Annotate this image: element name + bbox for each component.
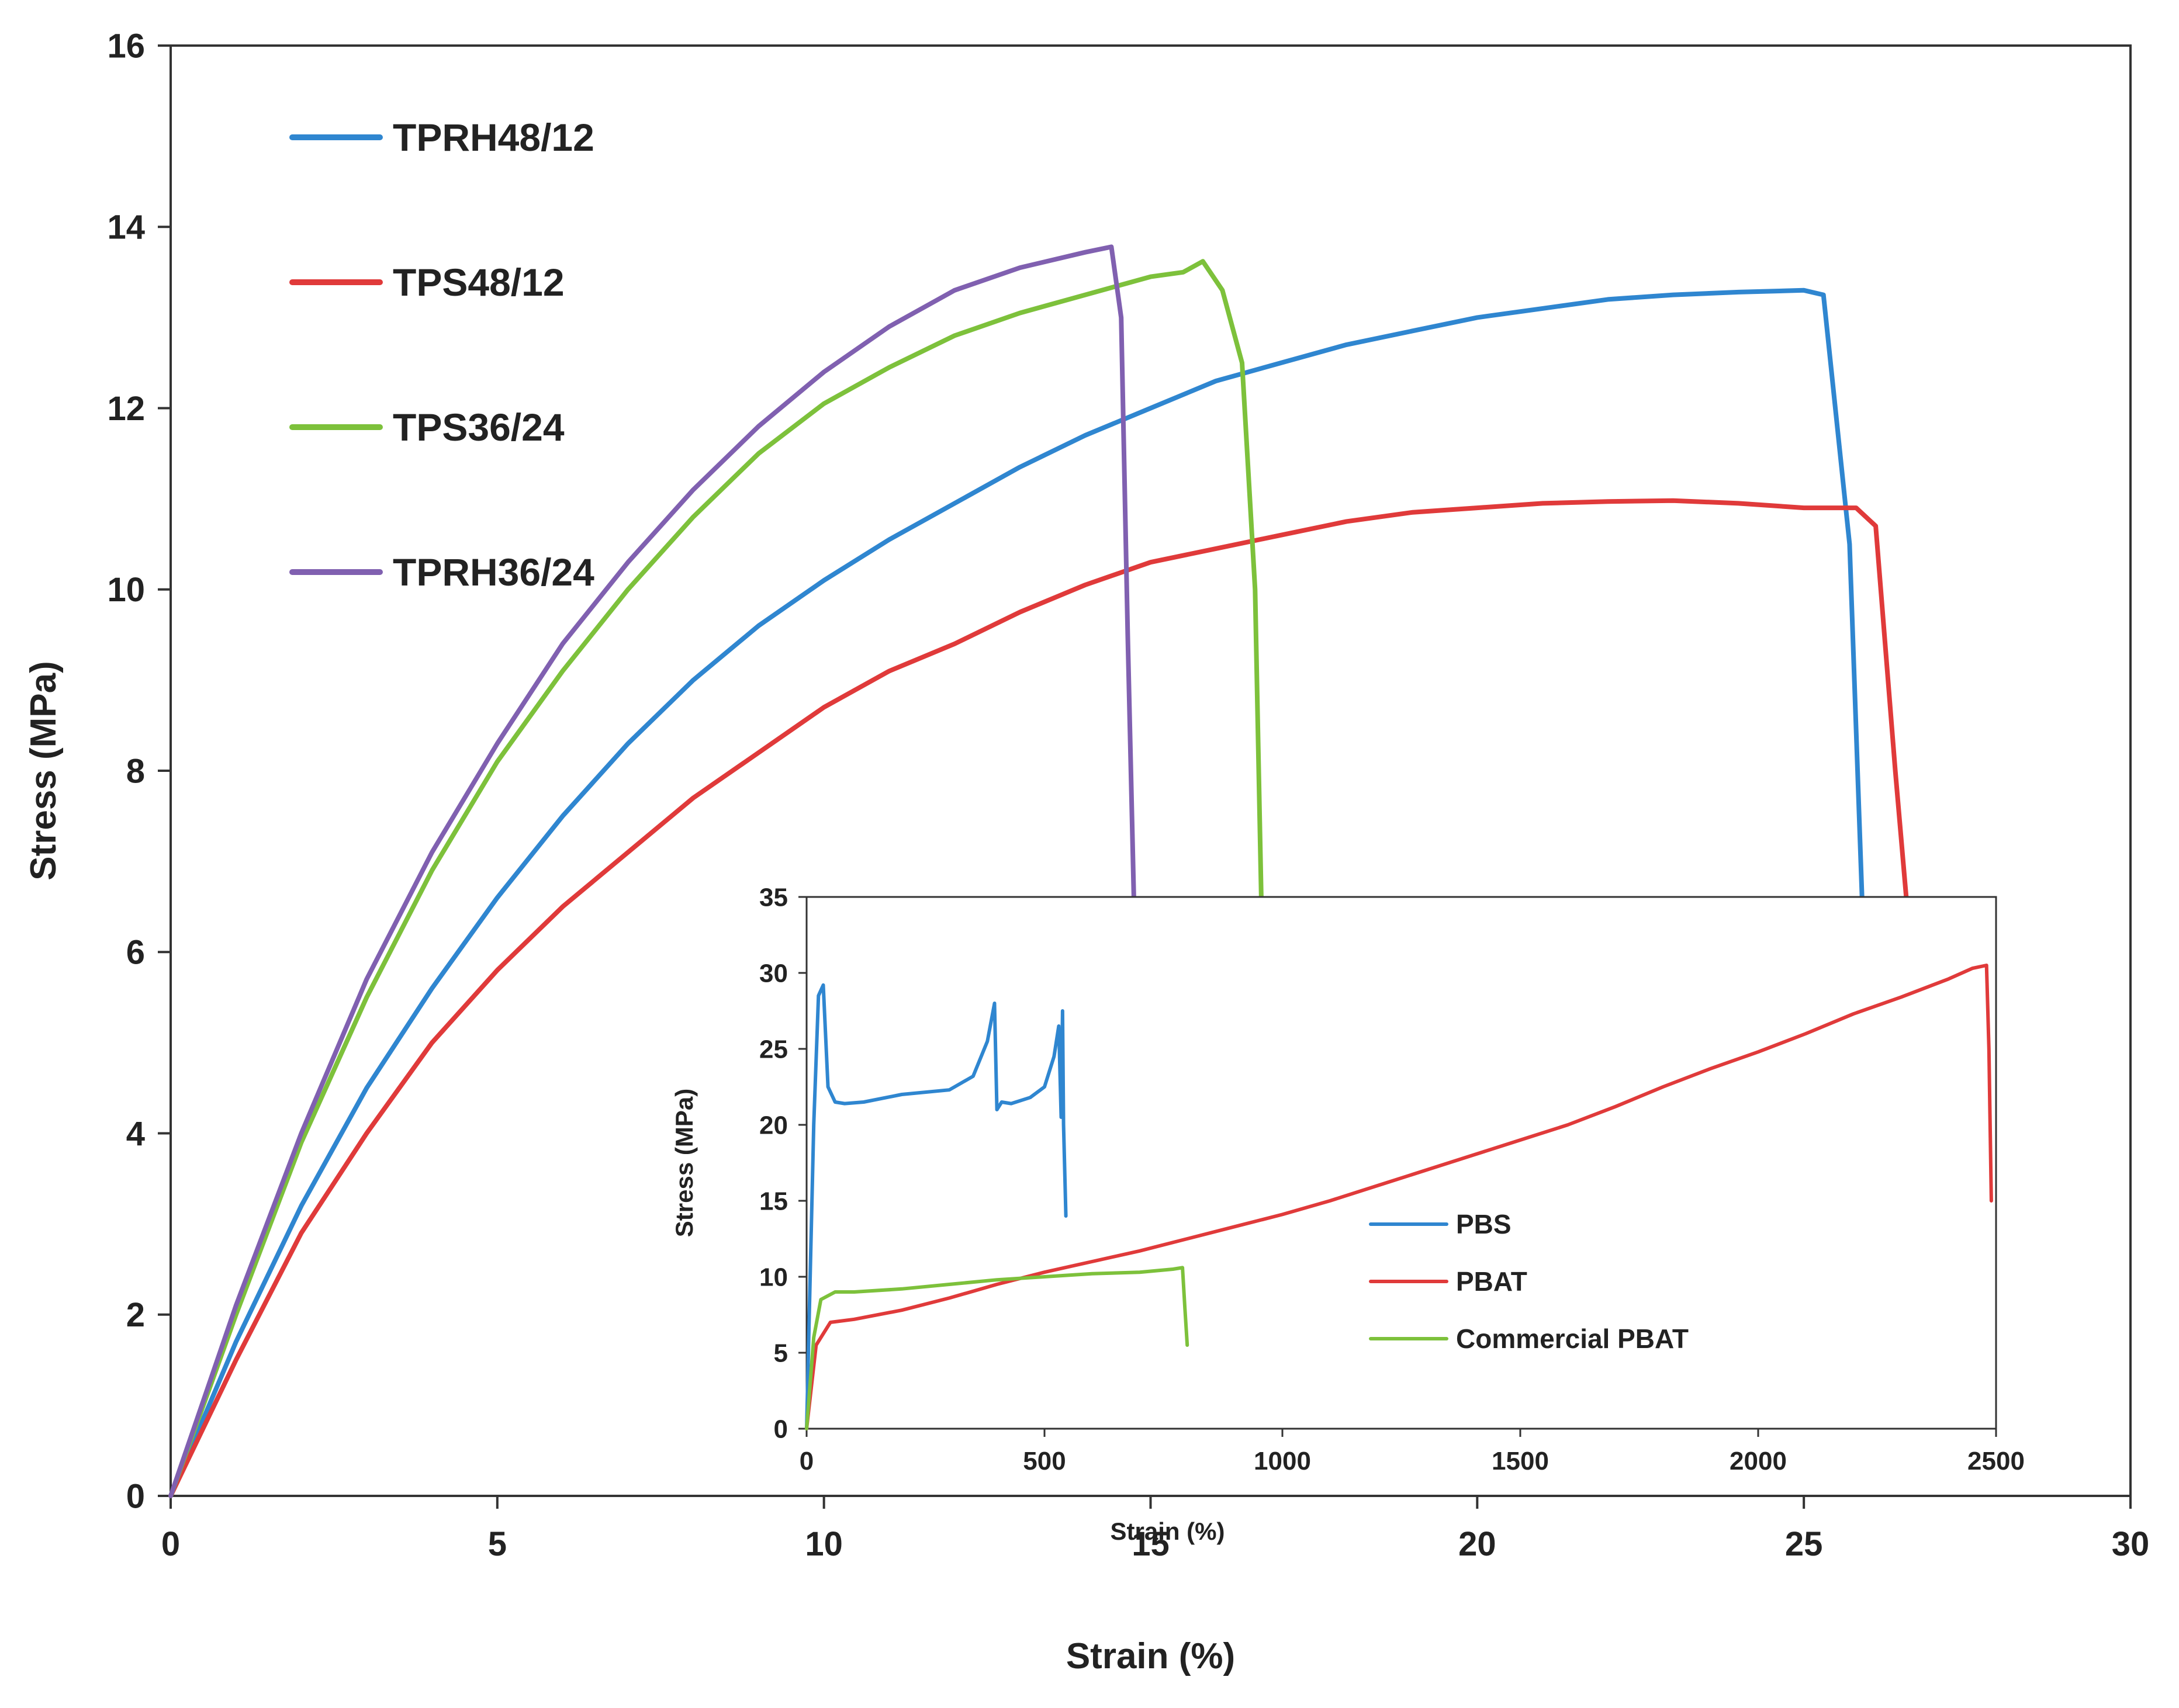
- main-x-tick-label: 0: [161, 1525, 180, 1563]
- main-x-tick-label: 30: [2112, 1525, 2150, 1563]
- inset-series-line-pbs: [805, 983, 1068, 1430]
- inset-y-tick-label: 5: [774, 1339, 788, 1367]
- inset-series-line-pbat: [805, 964, 1993, 1430]
- inset-y-tick-label: 35: [759, 883, 788, 912]
- inset-x-tick-label: 2000: [1730, 1447, 1787, 1475]
- inset-series-line-commercial-pbat: [805, 1266, 1189, 1430]
- main-series-line-tps48-12: [168, 498, 1918, 1498]
- inset-x-tick-label: 2500: [1967, 1447, 2025, 1475]
- main-x-axis-title: Strain (%): [1066, 1636, 1235, 1676]
- main-series-line-tprh48-12: [168, 287, 1865, 1498]
- inset-legend-label: PBAT: [1456, 1266, 1527, 1297]
- inset-y-tick-label: 30: [759, 959, 788, 988]
- main-y-tick-label: 2: [126, 1296, 145, 1334]
- main-y-tick-label: 10: [107, 571, 145, 609]
- inset-x-axis-title: Strain (%): [1110, 1518, 1225, 1545]
- inset-x-tick-label: 1500: [1492, 1447, 1549, 1475]
- inset-chart: 0 5 10 15 20 25 30 35 0 500 1000 1500 2000 2500 Strain…: [670, 883, 2025, 1545]
- inset-y-tick-label: 20: [759, 1111, 788, 1139]
- inset-x-tick-label: 500: [1023, 1447, 1066, 1475]
- main-legend-label: TPRH36/24: [393, 550, 594, 594]
- inset-x-tick-label: 1000: [1254, 1447, 1311, 1475]
- main-legend-label: TPS36/24: [393, 406, 565, 449]
- main-y-tick-label: 12: [107, 390, 145, 428]
- inset-plot-frame: [805, 896, 1997, 1430]
- main-x-tick-label: 5: [488, 1525, 507, 1563]
- main-y-tick-label: 14: [107, 209, 145, 247]
- main-x-tick-label: 15: [1132, 1525, 1170, 1563]
- inset-x-tick-label: 0: [800, 1447, 814, 1475]
- inset-y-tick-label: 0: [774, 1415, 788, 1443]
- main-y-tick-label: 6: [126, 934, 145, 972]
- main-x-tick-label: 25: [1785, 1525, 1823, 1563]
- inset-y-axis-title: Stress (MPa): [670, 1089, 698, 1237]
- main-y-tick-label: 4: [126, 1115, 145, 1153]
- main-y-tick-label: 0: [126, 1477, 145, 1515]
- inset-y-tick-label: 10: [759, 1263, 788, 1291]
- main-legend-label: TPRH48/12: [393, 116, 594, 159]
- inset-legend-label: PBS: [1456, 1209, 1512, 1239]
- inset-y-tick-label: 15: [759, 1187, 788, 1215]
- inset-legend-label: Commercial PBAT: [1456, 1324, 1689, 1354]
- inset-y-tick-label: 25: [759, 1035, 788, 1063]
- main-series-line-tps36-24: [168, 259, 1264, 1498]
- main-y-tick-label: 8: [126, 752, 145, 790]
- main-y-tick-label: 16: [107, 27, 145, 65]
- main-x-tick-label: 10: [805, 1525, 843, 1563]
- main-y-axis-title: Stress (MPa): [23, 661, 64, 881]
- main-series-line-tprh36-24: [168, 244, 1137, 1498]
- main-x-tick-label: 20: [1458, 1525, 1496, 1563]
- main-legend-label: TPS48/12: [393, 261, 565, 304]
